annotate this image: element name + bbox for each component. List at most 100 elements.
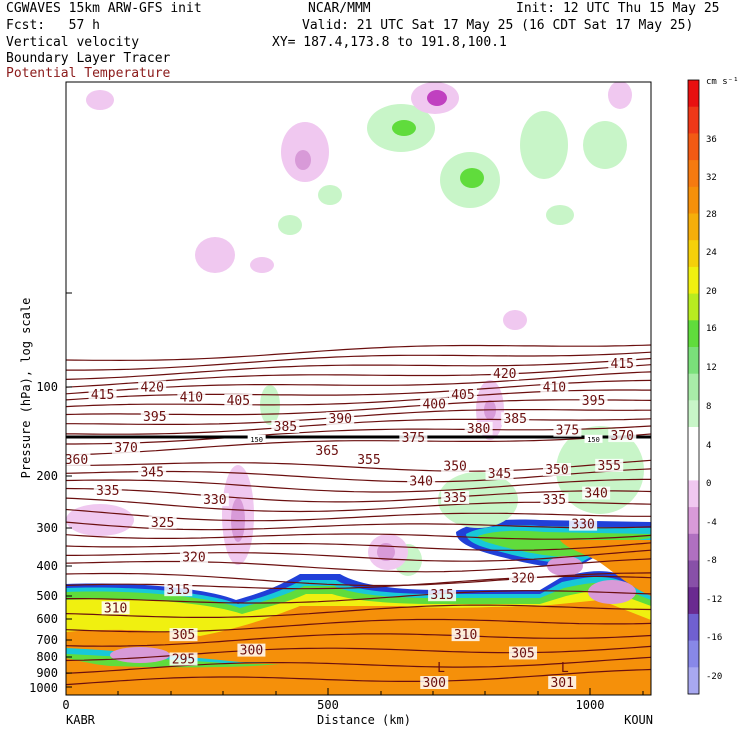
theta-label-bg [428,588,457,602]
colorbar-swatch [688,293,699,321]
theta-contour [66,618,651,633]
field-vertical-velocity: Vertical velocity [6,35,140,50]
colorbar: cm s⁻¹ 36 32 28 24 20 16 12 8 4 0 -4 -8 -12 -16 -20 [687,77,739,695]
theta-contour [66,590,651,604]
theta-label: 295 [172,652,195,667]
theta-label: 330 [571,518,594,533]
theta-contour [66,487,651,503]
theta-label-bg [140,410,169,424]
theta-label-bg [464,421,493,435]
theta-label: 300 [422,676,445,691]
downdraft-core [377,543,395,561]
x-tick-label: 0 [62,698,69,712]
theta-label: 410 [180,390,203,405]
y-tick-label: 800 [36,650,58,664]
theta-label: 385 [274,420,297,435]
theta-label: 395 [582,394,605,409]
pressure-label: 150 [587,436,600,444]
theta-label-bg [138,465,167,479]
colorbar-swatch [688,480,699,508]
theta-contour [66,433,651,456]
theta-label-bg [490,367,519,381]
theta-label-bg [148,515,177,529]
colorbar-label: 20 [706,287,717,297]
colorbar-label: 0 [706,479,711,489]
y-tick-label: 1000 [29,681,58,695]
colorbar-swatch [688,533,699,561]
theta-label: 350 [443,460,466,475]
theta-label-bg [420,397,449,411]
theta-contour [66,668,651,686]
theta-contour [66,357,651,380]
theta-label: 305 [172,628,195,643]
theta-label-bg [326,412,355,426]
theta-label-bg [540,380,569,394]
theta-label-bg [553,423,582,437]
theta-contour [66,478,651,493]
theta-contour [66,558,651,573]
theta-contour [66,604,651,618]
theta-label: 415 [611,357,634,372]
theta-label: 350 [545,463,568,478]
theta-label: 410 [543,381,566,396]
x-tick-label: 500 [317,698,339,712]
theta-label-bg [313,444,342,458]
theta-label-bg [501,412,530,426]
colorbar-swatch [688,613,699,642]
theta-label-bg [582,486,611,500]
theta-contour [66,575,651,590]
theta-label: 300 [240,644,263,659]
theta-label: 375 [556,424,579,439]
downdraft-core [427,90,447,106]
theta-label: 390 [328,412,351,427]
updraft-core [460,168,484,188]
header-init: Init: 12 UTC Thu 15 May 25 [516,1,720,16]
theta-label: 420 [493,367,516,382]
colorbar-swatch [688,240,699,268]
theta-label-bg [540,493,569,507]
theta-contour [66,418,651,435]
theta-label: 420 [140,381,163,396]
colorbar-swatch [688,347,699,375]
theta-label-bg [595,458,624,472]
theta-label-bg [485,466,514,480]
theta-label: 330 [203,493,226,508]
theta-label-bg [112,440,141,454]
colorbar-label: 32 [706,173,717,183]
downdraft-core [295,150,311,170]
theta-label: 370 [114,441,137,456]
colorbar-label: 16 [706,324,717,334]
theta-label: 325 [151,516,174,531]
colorbar-swatch [688,373,699,401]
theta-label: 315 [167,583,190,598]
updraft-cell [278,215,302,235]
x-axis-ticks [65,688,644,695]
theta-label-bg [548,676,577,690]
colorbar-swatch [688,507,699,535]
theta-label-bg [237,643,266,657]
y-axis-ticks [66,292,72,688]
theta-label-bg [354,453,383,467]
theta-label-bg [138,380,167,394]
theta-label-bg [451,628,480,642]
theta-label-bg [542,462,571,476]
colorbar-label: -20 [706,672,722,682]
header-valid: Valid: 21 UTC Sat 17 May 25 (16 CDT Sat … [302,18,694,33]
theta-contour [66,633,651,647]
updraft-cell [318,185,342,205]
pressure-label-bg [247,434,266,443]
x-axis-label: Distance (km) [317,713,411,727]
theta-label: 360 [65,453,88,468]
colorbar-label: 24 [706,248,717,258]
theta-contour [66,344,651,362]
theta-contour [66,409,651,425]
colorbar-label: 12 [706,363,717,373]
theta-label: 415 [91,388,114,403]
theta-label-bg [169,652,198,666]
y-tick-label: 600 [36,612,58,626]
theta-label-bg [441,459,470,473]
updraft-core [392,120,416,136]
colorbar-label: -4 [706,518,717,528]
